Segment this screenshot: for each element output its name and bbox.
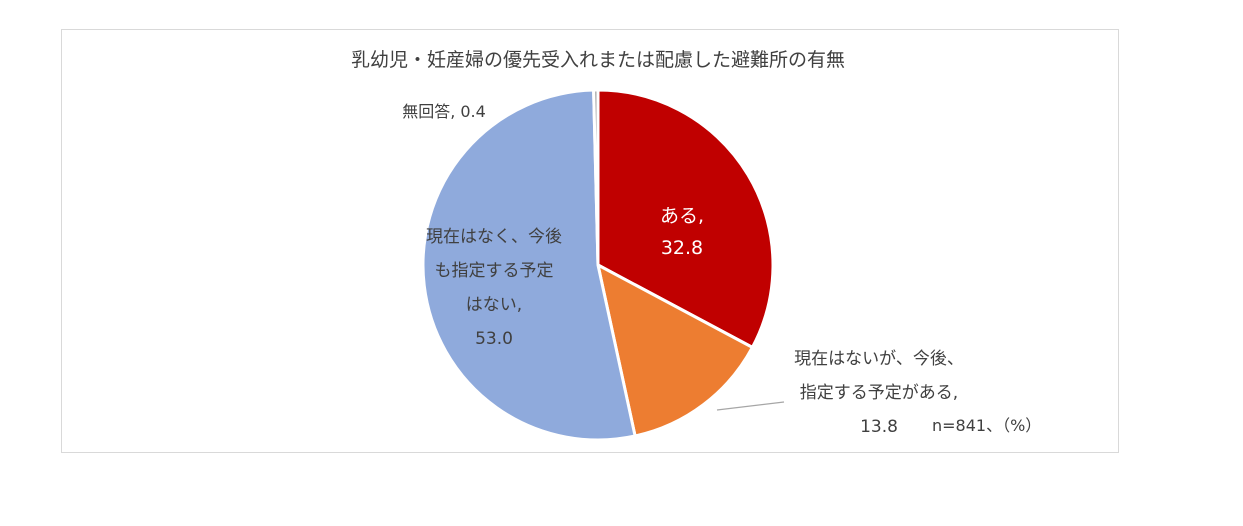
data-label-planned: 現在はないが、今後、 指定する予定がある, 13.8 — [794, 349, 964, 437]
slice-no-plan — [421, 88, 637, 442]
slice-no-answer — [592, 88, 600, 266]
chart-area: 乳幼児・妊産婦の優先受入れまたは配慮した避難所の有無 ある, 32.8 現在はな… — [61, 29, 1119, 453]
chart-title: 乳幼児・妊産婦の優先受入れまたは配慮した避難所の有無 — [351, 49, 845, 71]
pie-chart: 乳幼児・妊産婦の優先受入れまたは配慮した避難所の有無 — [351, 49, 845, 442]
leader-line — [716, 401, 785, 411]
sample-note: n=841、（%） — [932, 416, 1042, 435]
data-label-aru: ある, 32.8 — [659, 205, 705, 259]
slice-aru — [596, 88, 775, 350]
data-label-no-plan: 現在はなく、今後 も指定する予定 はない, 53.0 — [426, 227, 562, 349]
slice-planned — [595, 262, 755, 438]
data-label-no-answer: 無回答, 0.4 — [402, 102, 486, 121]
